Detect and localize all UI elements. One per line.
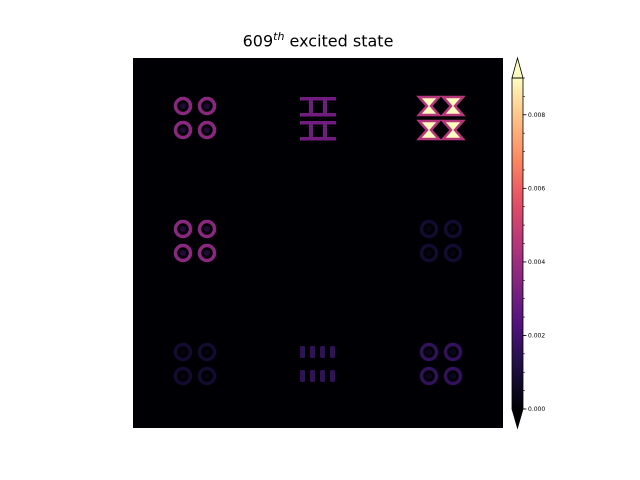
ring-4 (197, 243, 217, 263)
bar-stem-right-2 (323, 123, 327, 138)
colorbar-tick-label: 0.002 (528, 332, 545, 339)
ring-core-2 (204, 226, 210, 232)
ring-core-4 (450, 373, 456, 379)
segment-2-2 (310, 370, 315, 382)
chart-title: 609th excited state (133, 30, 503, 50)
heatmap-block-r2c1 (173, 219, 217, 263)
segment-2-4 (330, 370, 335, 382)
ring-1 (173, 342, 193, 362)
ring-3 (419, 366, 439, 386)
title-number: 609 (242, 31, 274, 51)
colorbar-tick-label: 0.006 (528, 185, 545, 192)
ring-core-1 (180, 226, 186, 232)
ring-core-2 (450, 226, 456, 232)
bowtie-3 (416, 119, 442, 141)
ring-core-4 (204, 250, 210, 256)
colorbar-extend-min (511, 408, 524, 430)
heatmap-block-r2c3 (419, 219, 463, 263)
segment-1-4 (330, 346, 335, 358)
bowtie-2 (440, 95, 466, 117)
ring-core-1 (180, 349, 186, 355)
colorbar: 0.000 0.002 0.004 0.006 0.008 (511, 56, 545, 430)
ring-core-3 (180, 127, 186, 133)
segment-2-1 (300, 370, 305, 382)
ring-core-1 (180, 103, 186, 109)
ring-core-3 (426, 373, 432, 379)
bar-stem-left-2 (309, 123, 313, 138)
heatmap-blocks (173, 95, 466, 386)
ring-4 (443, 243, 463, 263)
heatmap-block-r1c3 (416, 95, 466, 141)
segment-1-2 (310, 346, 315, 358)
ring-3 (419, 243, 439, 263)
ring-4 (197, 366, 217, 386)
bar-bottom-1 (300, 113, 336, 117)
plot-area (133, 58, 503, 428)
bar-stem-right-1 (323, 99, 327, 114)
ring-core-4 (204, 127, 210, 133)
ring-core-3 (180, 250, 186, 256)
heatmap-block-r3c1 (173, 342, 217, 386)
ring-3 (173, 366, 193, 386)
colorbar-tick-label: 0.000 (528, 406, 545, 413)
segment-1-1 (300, 346, 305, 358)
colorbar-tick-label: 0.004 (528, 259, 545, 266)
segment-1-3 (320, 346, 325, 358)
segment-2-3 (320, 370, 325, 382)
ring-4 (197, 120, 217, 140)
ring-core-3 (426, 250, 432, 256)
ring-1 (419, 219, 439, 239)
ring-3 (173, 120, 193, 140)
heatmap-block-r1c1 (173, 96, 217, 140)
ring-core-2 (450, 349, 456, 355)
bowtie-1 (416, 95, 442, 117)
heatmap-block-r3c3 (419, 342, 463, 386)
ring-core-4 (204, 373, 210, 379)
ring-core-2 (204, 103, 210, 109)
heatmap-block-r1c2 (300, 97, 336, 141)
ring-4 (443, 366, 463, 386)
title-suffix: excited state (284, 31, 394, 51)
ring-3 (173, 243, 193, 263)
heatmap-block-r3c2 (300, 346, 335, 382)
ring-core-4 (450, 250, 456, 256)
colorbar-extend-max (511, 56, 524, 79)
ring-2 (443, 219, 463, 239)
ring-core-3 (180, 373, 186, 379)
bar-stem-left-1 (309, 99, 313, 114)
ring-core-2 (204, 349, 210, 355)
bar-top-2 (300, 121, 336, 125)
ring-2 (197, 219, 217, 239)
bar-bottom-2 (300, 137, 336, 141)
ring-1 (173, 96, 193, 116)
colorbar-gradient (512, 78, 523, 409)
ring-core-1 (426, 226, 432, 232)
colorbar-tick-label: 0.008 (528, 112, 545, 119)
ring-2 (197, 342, 217, 362)
title-superscript: th (273, 30, 285, 43)
ring-2 (443, 342, 463, 362)
ring-1 (173, 219, 193, 239)
ring-1 (419, 342, 439, 362)
ring-2 (197, 96, 217, 116)
ring-core-1 (426, 349, 432, 355)
bowtie-4 (440, 119, 466, 141)
bar-top-1 (300, 97, 336, 101)
